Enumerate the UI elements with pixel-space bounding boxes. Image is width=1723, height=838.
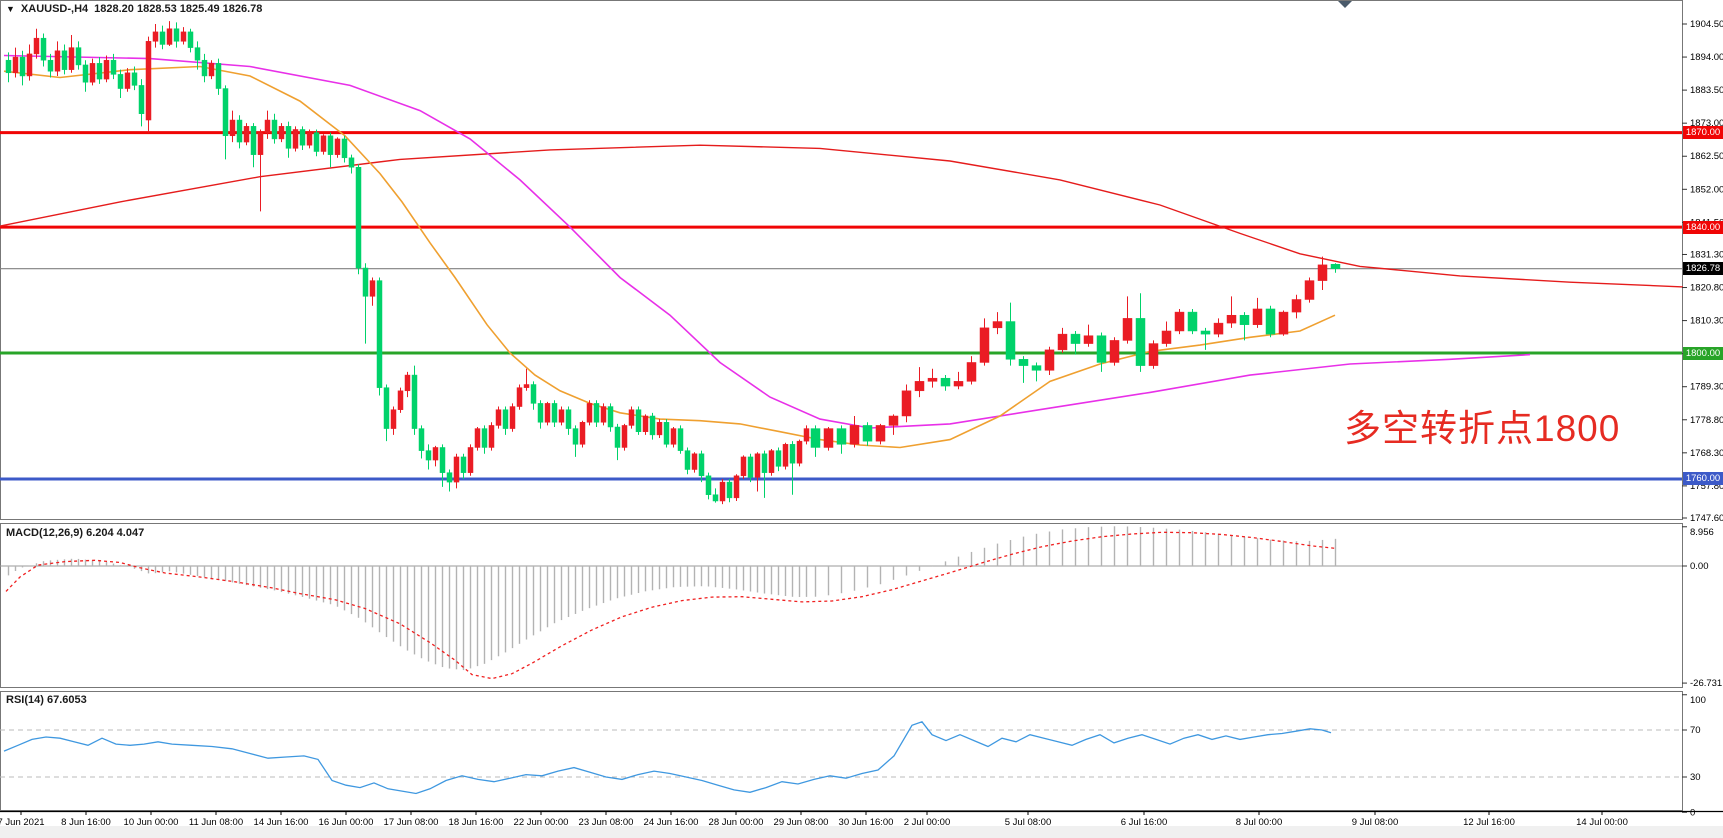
macd-indicator-label: MACD(12,26,9) 6.204 4.047 xyxy=(6,527,145,539)
svg-text:28 Jun 00:00: 28 Jun 00:00 xyxy=(709,817,764,828)
svg-text:1883.50: 1883.50 xyxy=(1690,85,1723,96)
svg-text:1820.80: 1820.80 xyxy=(1690,283,1723,294)
svg-text:1831.30: 1831.30 xyxy=(1690,249,1723,260)
symbol-period-label: XAUUSD-,H4 xyxy=(20,3,89,15)
price-tag-1800: 1800.00 xyxy=(1683,346,1723,360)
price-tag-1840: 1840.00 xyxy=(1683,220,1723,234)
svg-text:1778.80: 1778.80 xyxy=(1690,415,1723,426)
svg-text:11 Jun 08:00: 11 Jun 08:00 xyxy=(189,817,243,828)
svg-text:29 Jun 08:00: 29 Jun 08:00 xyxy=(774,817,829,828)
svg-text:0.00: 0.00 xyxy=(1690,561,1709,572)
annotation-text: 多空转折点1800 xyxy=(1344,408,1621,449)
rsi-indicator-label: RSI(14) 67.6053 xyxy=(6,694,87,706)
chart-title-bar: ▼ XAUUSD-,H4 1828.20 1828.53 1825.49 182… xyxy=(6,3,262,15)
svg-text:2 Jul 00:00: 2 Jul 00:00 xyxy=(904,817,950,828)
price-tag-1870: 1870.00 xyxy=(1683,126,1723,140)
svg-text:1873.00: 1873.00 xyxy=(1690,118,1723,129)
svg-text:1768.30: 1768.30 xyxy=(1690,448,1723,459)
svg-text:8 Jun 16:00: 8 Jun 16:00 xyxy=(61,817,111,828)
svg-text:1862.50: 1862.50 xyxy=(1690,151,1723,162)
svg-text:9 Jul 08:00: 9 Jul 08:00 xyxy=(1352,817,1398,828)
svg-text:17 Jun 08:00: 17 Jun 08:00 xyxy=(384,817,439,828)
svg-text:16 Jun 00:00: 16 Jun 00:00 xyxy=(319,817,374,828)
window-bottom-strip xyxy=(0,826,1723,838)
svg-text:30 Jun 16:00: 30 Jun 16:00 xyxy=(839,817,894,828)
svg-text:1789.30: 1789.30 xyxy=(1690,382,1723,393)
svg-text:1894.00: 1894.00 xyxy=(1690,52,1723,63)
svg-text:10 Jun 00:00: 10 Jun 00:00 xyxy=(124,817,179,828)
svg-text:23 Jun 08:00: 23 Jun 08:00 xyxy=(579,817,634,828)
svg-text:1904.50: 1904.50 xyxy=(1690,19,1723,30)
svg-text:8 Jul 00:00: 8 Jul 00:00 xyxy=(1236,817,1282,828)
ohlc-values: 1828.20 1828.53 1825.49 1826.78 xyxy=(94,3,263,15)
svg-text:70: 70 xyxy=(1690,725,1701,736)
price-tag-1760: 1760.00 xyxy=(1683,472,1723,486)
chevron-down-icon[interactable]: ▼ xyxy=(6,4,15,14)
svg-text:8.956: 8.956 xyxy=(1690,527,1714,538)
svg-text:100: 100 xyxy=(1690,695,1706,706)
svg-text:14 Jun 16:00: 14 Jun 16:00 xyxy=(254,817,309,828)
svg-text:1757.80: 1757.80 xyxy=(1690,481,1723,492)
svg-text:6 Jul 16:00: 6 Jul 16:00 xyxy=(1121,817,1167,828)
svg-text:30: 30 xyxy=(1690,772,1701,783)
svg-text:-26.731: -26.731 xyxy=(1690,678,1722,689)
svg-text:1810.30: 1810.30 xyxy=(1690,316,1723,327)
svg-text:24 Jun 16:00: 24 Jun 16:00 xyxy=(644,817,699,828)
svg-text:1852.00: 1852.00 xyxy=(1690,184,1723,195)
svg-text:0: 0 xyxy=(1690,807,1695,818)
price-tag-current: 1826.78 xyxy=(1683,262,1723,276)
svg-text:7 Jun 2021: 7 Jun 2021 xyxy=(0,817,45,828)
svg-text:12 Jul 16:00: 12 Jul 16:00 xyxy=(1463,817,1515,828)
svg-text:14 Jul 00:00: 14 Jul 00:00 xyxy=(1576,817,1628,828)
svg-text:22 Jun 00:00: 22 Jun 00:00 xyxy=(514,817,569,828)
svg-text:18 Jun 16:00: 18 Jun 16:00 xyxy=(449,817,504,828)
svg-text:1747.60: 1747.60 xyxy=(1690,513,1723,524)
svg-text:5 Jul 08:00: 5 Jul 08:00 xyxy=(1005,817,1051,828)
